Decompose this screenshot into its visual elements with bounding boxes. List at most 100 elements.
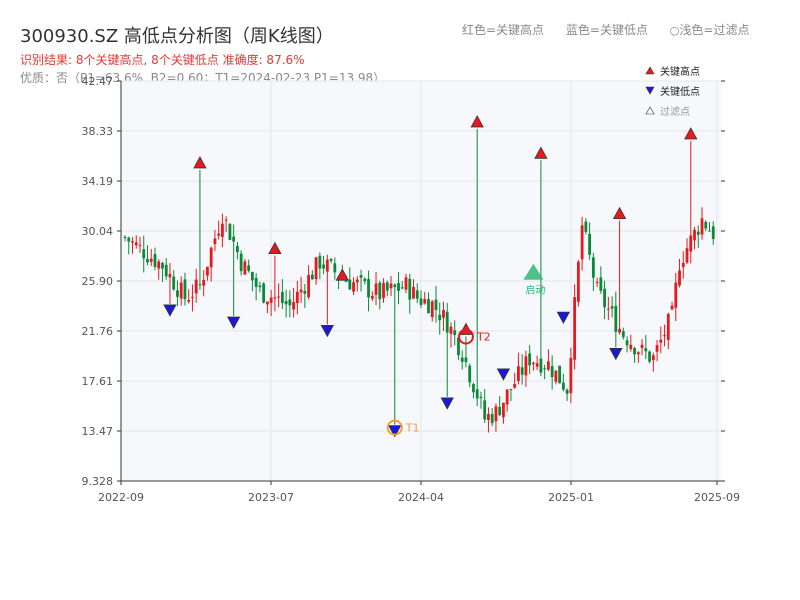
candle-body <box>415 290 419 299</box>
candle-body <box>580 225 584 260</box>
candle-body <box>333 263 337 273</box>
candle-body <box>704 221 708 229</box>
candles <box>123 128 715 433</box>
candle-body <box>344 280 348 282</box>
candle-body <box>254 277 258 287</box>
candle-body <box>303 290 307 294</box>
candle-body <box>206 266 209 276</box>
candle-body <box>176 290 179 297</box>
markers: T1 T2 启动 <box>163 115 698 438</box>
y-tick-label: 30.04 <box>82 225 114 238</box>
x-tick-label: 2024-04 <box>398 491 444 504</box>
candle-body <box>423 299 427 304</box>
y-tick-label: 9.328 <box>82 475 114 488</box>
t1-label: T1 <box>405 422 420 435</box>
candle-body <box>385 282 389 291</box>
candle-body <box>532 362 535 365</box>
candle-body <box>678 270 681 286</box>
candle-body <box>640 344 644 348</box>
y-axis-ticks: 9.328 13.47 17.61 21.76 25.90 30.04 34.19 38.33… <box>82 75 725 488</box>
candle-body <box>134 242 138 246</box>
candle-body <box>603 288 606 308</box>
candle-body <box>651 355 655 361</box>
candle-body <box>157 261 161 269</box>
candle-body <box>464 357 468 363</box>
top-legend-filtered: ○浅色=过滤点 <box>669 23 750 37</box>
candle-body <box>209 247 213 268</box>
candle-body <box>295 291 299 304</box>
candle-body <box>468 365 472 383</box>
candle-body <box>127 237 131 242</box>
candle-body <box>445 311 449 333</box>
candle-body <box>648 351 651 362</box>
candle-body <box>625 340 629 346</box>
candle-body <box>644 348 648 352</box>
top-legend: 红色=关键高点 蓝色=关键低点 ○浅色=过滤点 <box>462 21 767 38</box>
candle-body <box>442 309 445 318</box>
candle-body <box>123 236 127 238</box>
y-tick-label: 25.90 <box>82 275 114 288</box>
candle-body <box>202 279 206 286</box>
candle-body <box>475 389 479 399</box>
legend-high-marker <box>645 66 655 75</box>
key-high-marker <box>612 206 627 220</box>
candle-body <box>483 400 487 420</box>
candle-body <box>250 271 254 281</box>
candle-body <box>479 396 483 399</box>
top-legend-low: 蓝色=关键低点 <box>565 23 648 37</box>
candle-body <box>550 366 554 378</box>
candle-body <box>131 241 134 243</box>
candle-body <box>449 326 453 334</box>
candle-body <box>524 356 528 376</box>
candle-body <box>498 406 502 416</box>
candle-body <box>370 295 374 299</box>
candle-body <box>505 389 509 405</box>
candle-body <box>487 414 490 421</box>
candle-body <box>367 279 370 298</box>
candle-body <box>382 283 385 299</box>
candle-body <box>614 305 618 332</box>
candle-body <box>284 301 288 305</box>
candle-body <box>389 283 393 289</box>
candle-body <box>400 287 404 289</box>
legend-high-label: 关键高点 <box>660 65 700 78</box>
candle-body <box>696 231 700 235</box>
candle-body <box>292 302 296 310</box>
candle-body <box>629 344 633 350</box>
candle-body <box>633 348 636 355</box>
candle-body <box>693 229 696 241</box>
start-label: 启动 <box>525 284 545 297</box>
candle-body <box>314 257 318 280</box>
candle-body <box>280 291 284 304</box>
candle-body <box>539 358 543 373</box>
candle-body <box>142 249 146 259</box>
candle-body <box>674 282 678 308</box>
candle-body <box>194 279 198 294</box>
candle-body <box>224 219 228 221</box>
candle-body <box>689 235 693 252</box>
candle-body <box>636 352 640 355</box>
key-low-marker <box>496 368 511 381</box>
candle-body <box>179 282 183 299</box>
candle-body <box>217 233 221 236</box>
t2-label: T2 <box>476 331 491 344</box>
candle-body <box>374 283 378 295</box>
candle-body <box>153 254 157 267</box>
candle-body <box>138 244 142 246</box>
candle-body <box>408 278 412 300</box>
legend-low-marker <box>645 86 655 95</box>
x-tick-label: 2022-09 <box>98 491 144 504</box>
candle-body <box>228 224 232 240</box>
candle-body <box>307 274 310 298</box>
candle-body <box>610 306 614 309</box>
key-low-marker <box>388 425 402 438</box>
candle-body <box>269 297 273 303</box>
candle-body <box>348 279 352 290</box>
candle-body <box>213 238 217 245</box>
candle-body <box>419 298 423 305</box>
candle-body <box>621 331 625 338</box>
key-high-marker <box>534 146 548 159</box>
candle-body <box>438 314 442 321</box>
key-low-marker <box>609 347 623 361</box>
